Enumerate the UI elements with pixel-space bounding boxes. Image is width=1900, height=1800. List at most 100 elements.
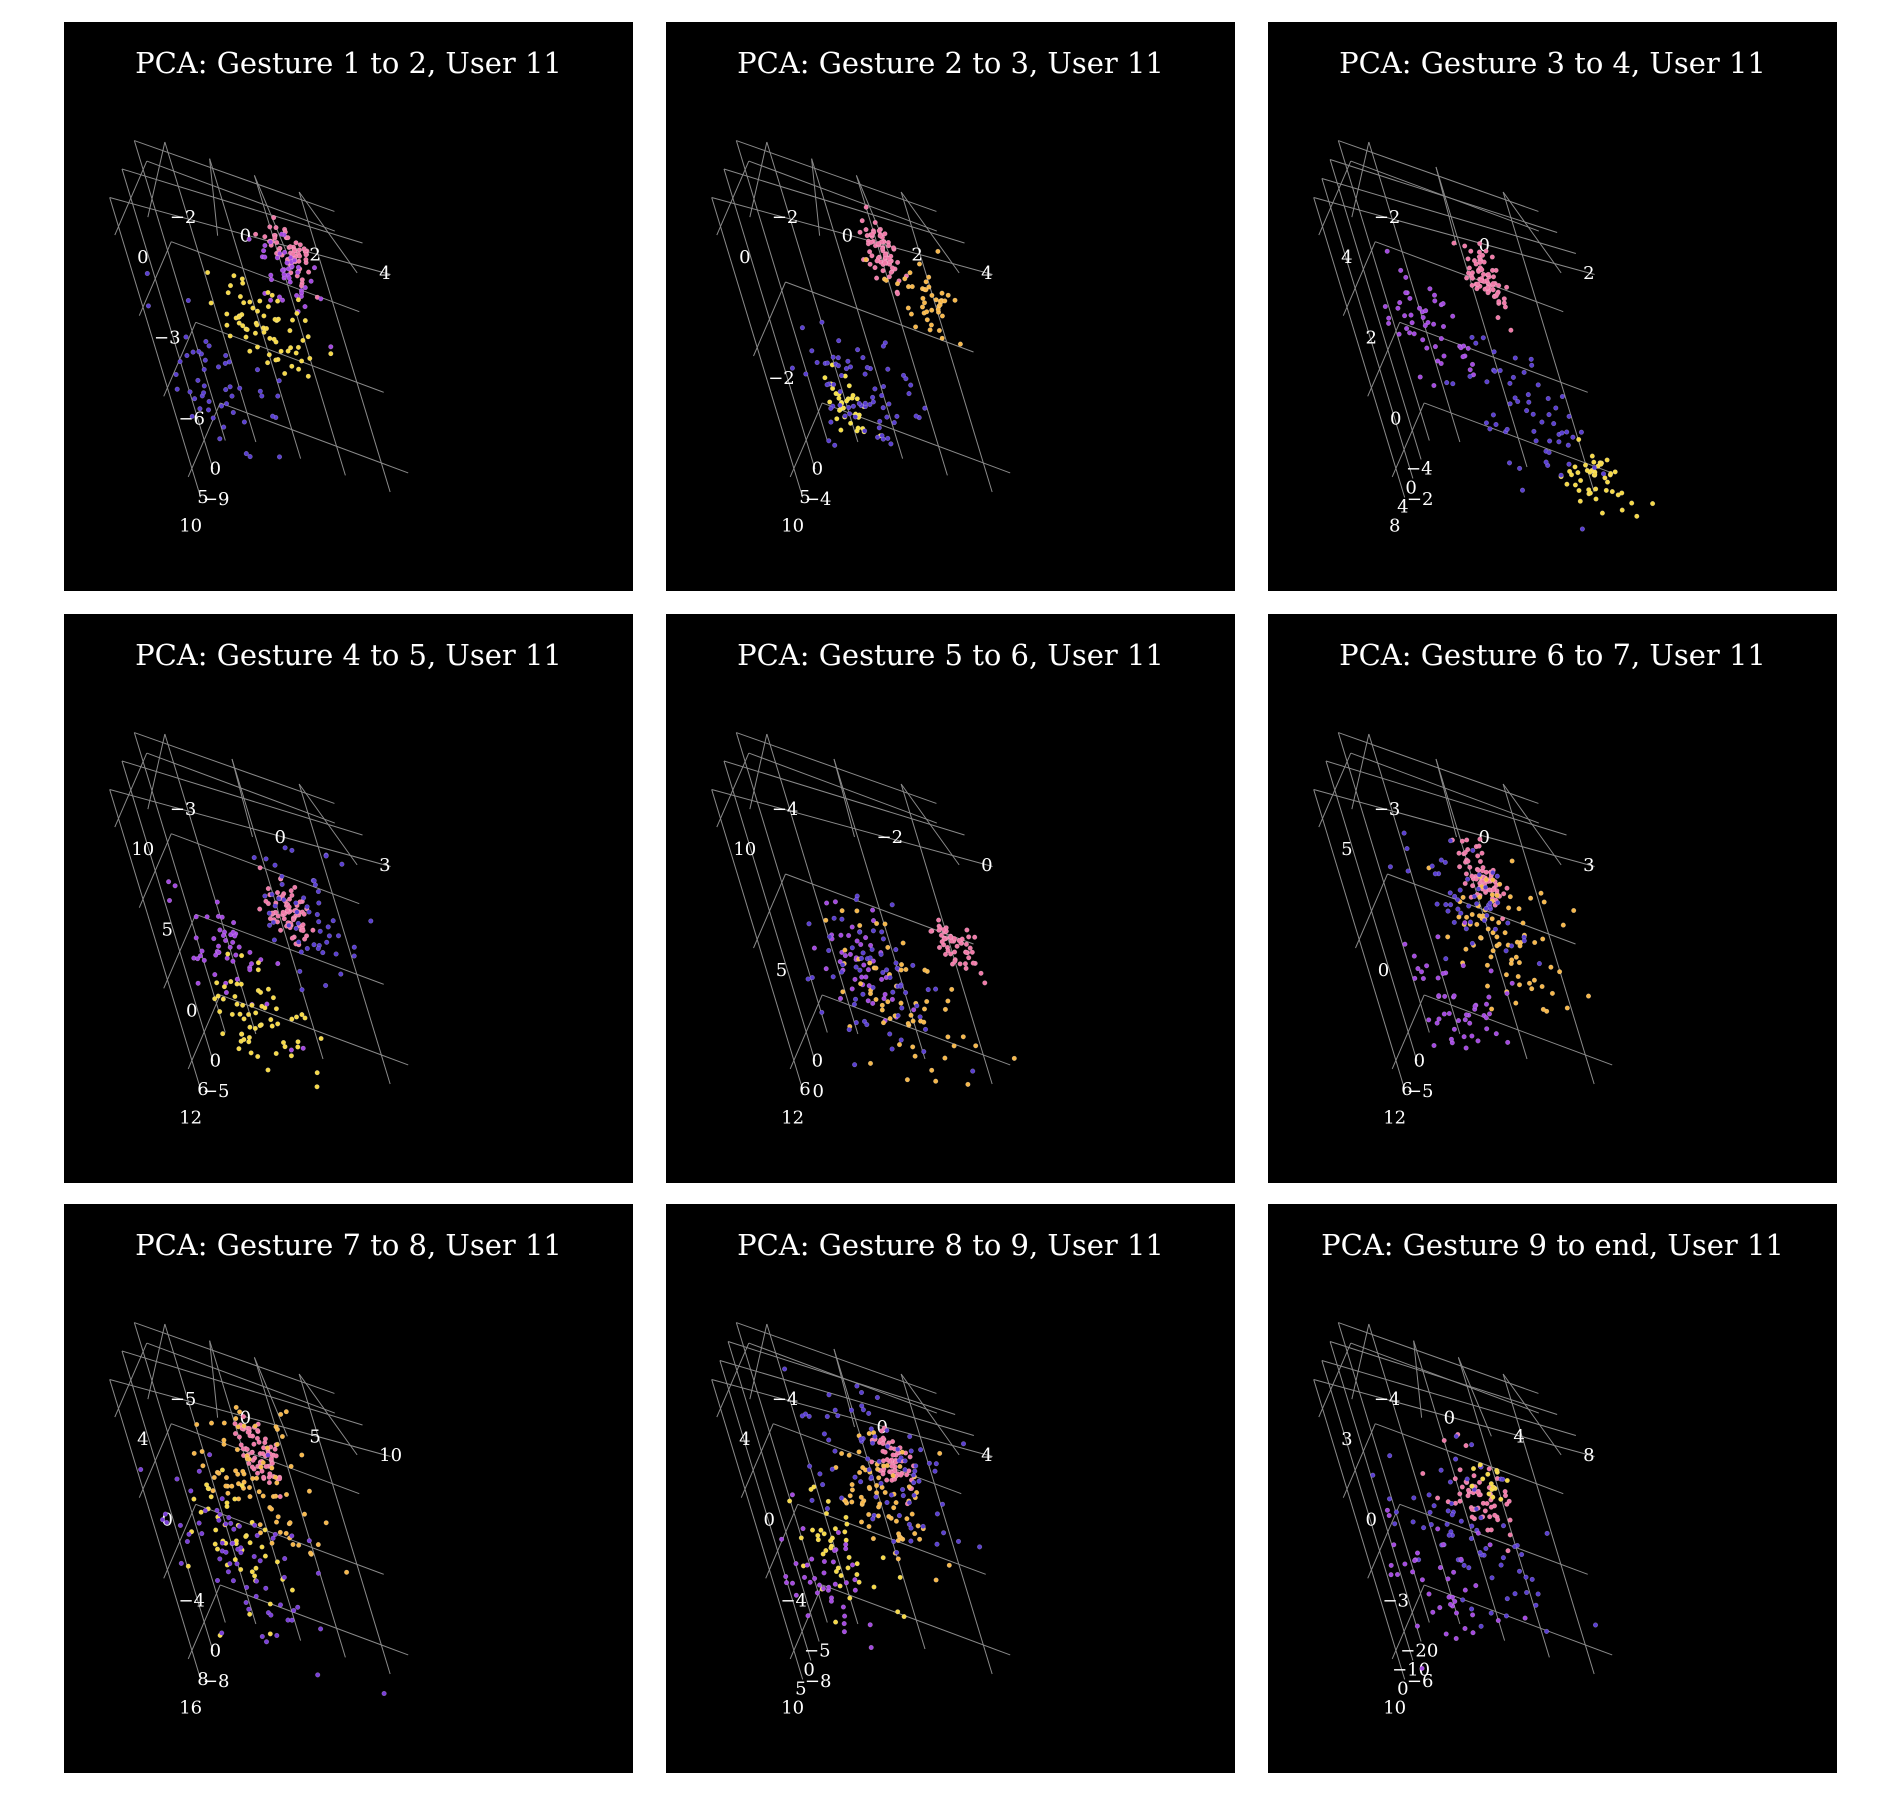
scatter-point-cluster-2 xyxy=(290,1541,296,1548)
x-tick-label: 0 xyxy=(812,1051,823,1072)
scatter-point-cluster-3 xyxy=(855,425,861,431)
scatter-point-cluster-2 xyxy=(858,1494,864,1500)
scatter-point-cluster-2 xyxy=(1484,962,1490,968)
scatter-point-cluster-2 xyxy=(289,263,295,270)
scatter-point-cluster-4 xyxy=(1521,369,1527,375)
back-gridline-y xyxy=(171,241,360,313)
scatter-point-cluster-1 xyxy=(1456,850,1462,856)
panel-title: PCA: Gesture 1 to 2, User 11 xyxy=(135,46,562,80)
floor-gridline-x xyxy=(1337,140,1430,441)
scatter-point-cluster-3 xyxy=(246,1039,252,1045)
scatter-point-cluster-2 xyxy=(231,920,237,926)
scatter-point-cluster-1 xyxy=(941,927,947,933)
scatter-point-cluster-2 xyxy=(1469,1523,1475,1529)
scatter-point-cluster-2 xyxy=(917,1536,923,1542)
scatter-point-cluster-1 xyxy=(1465,1487,1472,1493)
scatter-point-cluster-2 xyxy=(211,1474,217,1481)
y-tick-label: −6 xyxy=(178,408,205,429)
scatter-point-cluster-2 xyxy=(1408,312,1414,318)
y-tick-label: 0 xyxy=(1390,408,1401,429)
scatter-point-cluster-3 xyxy=(299,1012,305,1018)
scatter-point-cluster-5 xyxy=(849,1562,856,1568)
scatter-point-cluster-3 xyxy=(249,1002,255,1008)
scatter-point-cluster-2 xyxy=(1560,922,1566,928)
scatter-point-cluster-3 xyxy=(1388,1562,1394,1568)
scatter-point-cluster-3 xyxy=(262,1005,268,1011)
scatter-point-cluster-1 xyxy=(890,245,897,251)
scatter-point-cluster-1 xyxy=(1492,1512,1498,1518)
scatter-point-cluster-3 xyxy=(1434,1020,1440,1026)
scatter-point-cluster-4 xyxy=(339,861,345,867)
scatter-point-cluster-4 xyxy=(1531,428,1537,434)
scatter-point-cluster-2 xyxy=(866,1511,872,1518)
scatter-point-cluster-2 xyxy=(274,1441,280,1447)
scatter-point-cluster-1 xyxy=(1457,1467,1463,1473)
scatter-point-cluster-1 xyxy=(962,961,968,967)
scatter-point-cluster-5 xyxy=(793,1592,799,1598)
scatter-point-cluster-5 xyxy=(867,1622,873,1628)
scatter-point-cluster-2 xyxy=(1494,934,1500,940)
scatter-point-cluster-4 xyxy=(296,939,302,945)
scatter-point-cluster-4 xyxy=(272,903,278,909)
scatter-point-cluster-4 xyxy=(889,902,895,908)
scatter-point-cluster-2 xyxy=(220,932,226,939)
scatter-point-cluster-4 xyxy=(333,951,339,957)
scatter-point-cluster-2 xyxy=(929,292,935,298)
scatter-point-cluster-1 xyxy=(1500,916,1506,922)
scatter-point-cluster-3 xyxy=(282,1044,288,1050)
y-tick-label: 4 xyxy=(137,1429,148,1450)
scatter-point-cluster-4 xyxy=(814,359,820,366)
scatter-point-cluster-4 xyxy=(860,950,866,956)
scatter-point-cluster-3 xyxy=(1593,496,1599,502)
scatter-point-cluster-2 xyxy=(928,322,934,328)
scatter-point-cluster-2 xyxy=(214,899,220,905)
scatter-point-cluster-1 xyxy=(265,886,271,892)
scatter-point-cluster-2 xyxy=(946,1562,952,1568)
scatter-point-cluster-1 xyxy=(880,1471,886,1477)
z-tick-label: 0 xyxy=(240,1408,251,1429)
scatter-point-cluster-2 xyxy=(274,255,280,261)
x-tick-label: 6 xyxy=(1401,1079,1412,1100)
scatter-point-cluster-3 xyxy=(1462,1017,1468,1023)
x-tick-label: 0 xyxy=(1397,1678,1408,1699)
scatter-point-cluster-3 xyxy=(1463,1045,1469,1051)
floor-gridline-y xyxy=(1318,1342,1352,1418)
scatter-point-cluster-2 xyxy=(847,951,853,957)
side-gridline-x xyxy=(121,168,363,244)
scatter-point-cluster-2 xyxy=(264,1001,270,1007)
scatter-point-cluster-1 xyxy=(1505,1548,1511,1554)
scatter-point-cluster-4 xyxy=(1466,903,1472,909)
scatter-point-cluster-4 xyxy=(1455,906,1461,912)
scatter-point-cluster-4 xyxy=(878,951,884,957)
scatter-point-cluster-1 xyxy=(280,909,286,915)
scatter-point-cluster-4 xyxy=(1457,887,1463,893)
scatter-point-cluster-4 xyxy=(835,355,841,361)
floor-gridline-x xyxy=(121,168,214,470)
scatter-point-cluster-1 xyxy=(290,917,296,923)
scatter-point-cluster-2 xyxy=(1512,1543,1518,1550)
scatter-point-cluster-2 xyxy=(296,1542,302,1548)
scatter-point-cluster-2 xyxy=(1431,1503,1437,1509)
z-tick-label: 4 xyxy=(379,263,390,284)
scatter-point-cluster-4 xyxy=(1432,871,1438,877)
scatter-point-cluster-4 xyxy=(231,1526,237,1532)
scatter-point-cluster-2 xyxy=(1540,936,1546,942)
scatter-point-cluster-2 xyxy=(1445,1508,1451,1514)
scatter-point-cluster-4 xyxy=(893,960,899,966)
scatter-point-cluster-3 xyxy=(278,348,284,354)
scatter-point-cluster-2 xyxy=(866,1523,872,1530)
scatter-point-cluster-1 xyxy=(1485,285,1491,291)
scatter-point-cluster-4 xyxy=(879,433,885,439)
scatter-point-cluster-3 xyxy=(268,1017,274,1023)
scatter-point-cluster-3 xyxy=(1424,963,1430,969)
scatter-point-cluster-2 xyxy=(1509,858,1515,864)
scatter-point-cluster-4 xyxy=(266,910,272,916)
scatter-point-cluster-1 xyxy=(1462,243,1468,249)
scatter-point-cluster-2 xyxy=(1489,1006,1495,1012)
back-gridline-z xyxy=(766,141,859,443)
scatter-point-cluster-2 xyxy=(939,335,945,341)
scatter-point-cluster-3 xyxy=(275,298,281,304)
scatter-point-cluster-4 xyxy=(864,364,870,371)
scatter-point-cluster-4 xyxy=(295,920,301,926)
scatter-point-cluster-3 xyxy=(272,316,278,322)
